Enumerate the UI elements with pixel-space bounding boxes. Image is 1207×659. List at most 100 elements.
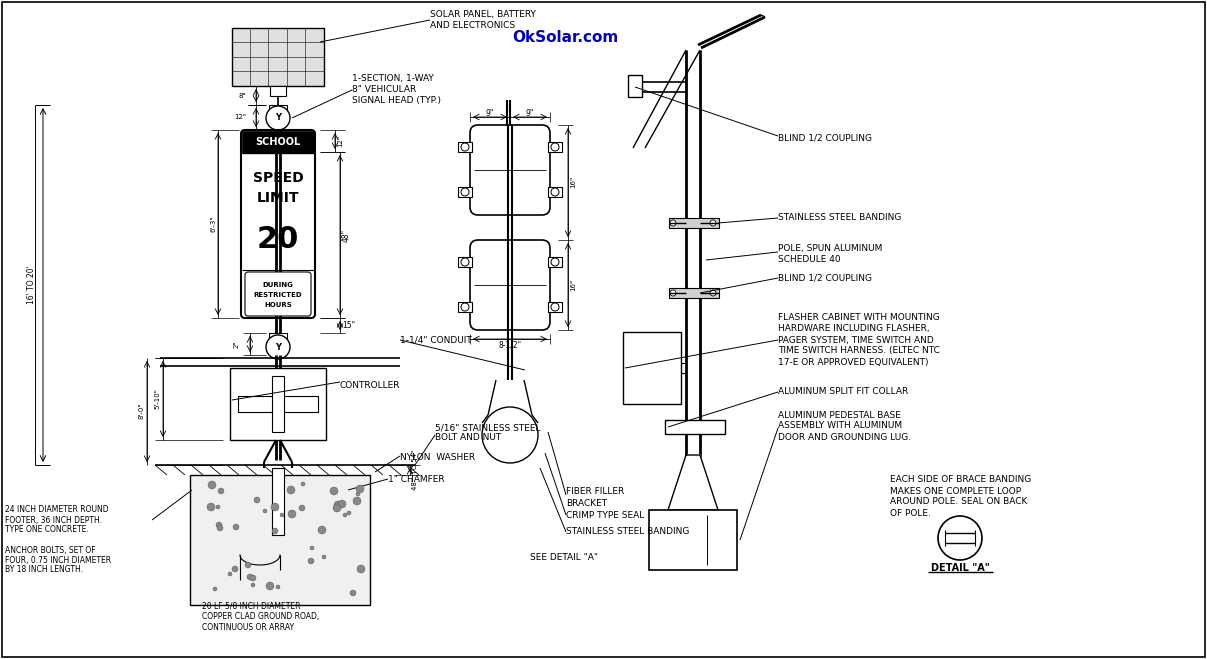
Circle shape [245, 562, 251, 568]
Circle shape [710, 220, 716, 226]
Text: 1" CHAMFER: 1" CHAMFER [387, 476, 444, 484]
Circle shape [461, 303, 470, 311]
Bar [669, 288, 719, 298]
Text: BOLT AND NUT: BOLT AND NUT [435, 434, 501, 442]
Text: MAKES ONE COMPLETE LOOP: MAKES ONE COMPLETE LOOP [890, 486, 1021, 496]
Text: ASSEMBLY WITH ALUMINUM: ASSEMBLY WITH ALUMINUM [779, 422, 902, 430]
Text: TIME SWITCH HARNESS. (ELTEC NTC: TIME SWITCH HARNESS. (ELTEC NTC [779, 347, 940, 355]
Bar [665, 420, 725, 434]
Circle shape [350, 590, 356, 596]
Text: 24 INCH DIAMETER ROUND: 24 INCH DIAMETER ROUND [5, 505, 109, 515]
Circle shape [333, 504, 342, 512]
Text: STAINLESS STEEL BANDING: STAINLESS STEEL BANDING [779, 214, 902, 223]
Circle shape [338, 500, 346, 508]
Circle shape [670, 220, 676, 226]
Circle shape [212, 587, 217, 591]
Text: OF POLE.: OF POLE. [890, 509, 931, 517]
FancyBboxPatch shape [245, 272, 311, 316]
Text: CONTINUOUS OR ARRAY: CONTINUOUS OR ARRAY [202, 623, 295, 633]
Text: FOOTER, 36 INCH DEPTH.: FOOTER, 36 INCH DEPTH. [5, 515, 103, 525]
Circle shape [232, 566, 238, 572]
FancyBboxPatch shape [241, 130, 315, 318]
Text: CRIMP TYPE SEAL: CRIMP TYPE SEAL [566, 511, 645, 521]
Text: 15": 15" [342, 320, 355, 330]
Circle shape [266, 582, 274, 590]
Circle shape [228, 572, 232, 576]
Bar [669, 218, 719, 228]
Circle shape [552, 143, 559, 151]
Text: POLE, SPUN ALUMINUM: POLE, SPUN ALUMINUM [779, 243, 882, 252]
Circle shape [346, 511, 351, 515]
Text: 16": 16" [570, 176, 576, 188]
Circle shape [217, 525, 223, 531]
Bar [269, 105, 287, 113]
Text: DETAIL "A": DETAIL "A" [931, 563, 990, 573]
Circle shape [352, 497, 361, 505]
Text: Y: Y [275, 113, 281, 123]
Text: 1-SECTION, 1-WAY: 1-SECTION, 1-WAY [352, 74, 433, 82]
FancyBboxPatch shape [470, 240, 550, 330]
Bar [548, 302, 562, 312]
Text: SCHOOL: SCHOOL [256, 137, 301, 147]
Bar [548, 142, 562, 152]
Text: 2": 2" [234, 340, 240, 348]
Text: OkSolar.com: OkSolar.com [512, 30, 618, 45]
Text: DOOR AND GROUNDING LUG.: DOOR AND GROUNDING LUG. [779, 432, 911, 442]
Circle shape [208, 481, 216, 489]
Bar [457, 187, 472, 197]
Bar [548, 187, 562, 197]
Circle shape [251, 583, 255, 587]
Text: LIMIT: LIMIT [257, 191, 299, 205]
Circle shape [461, 188, 470, 196]
Circle shape [266, 106, 290, 130]
Text: 8'-0": 8'-0" [138, 403, 144, 419]
Bar [457, 142, 472, 152]
Circle shape [272, 528, 278, 534]
Text: FOUR, 0.75 INCH DIAMETER: FOUR, 0.75 INCH DIAMETER [5, 556, 111, 565]
Circle shape [308, 558, 314, 564]
Text: 16' TO 20': 16' TO 20' [28, 266, 36, 304]
Circle shape [710, 290, 716, 296]
Circle shape [552, 188, 559, 196]
Circle shape [247, 574, 253, 580]
Circle shape [218, 488, 225, 494]
Circle shape [276, 585, 280, 589]
Circle shape [301, 482, 305, 486]
Text: HARDWARE INCLUDING FLASHER,: HARDWARE INCLUDING FLASHER, [779, 324, 929, 333]
Circle shape [938, 516, 982, 560]
Circle shape [280, 513, 284, 517]
Circle shape [263, 509, 267, 513]
Circle shape [272, 503, 279, 511]
Text: 20 LF 5/8 INCH DIAMETER: 20 LF 5/8 INCH DIAMETER [202, 602, 301, 610]
Text: 20: 20 [257, 225, 299, 254]
Circle shape [206, 503, 215, 511]
Text: FLASHER CABINET WITH MOUNTING: FLASHER CABINET WITH MOUNTING [779, 314, 940, 322]
Text: COPPER CLAD GROUND ROAD,: COPPER CLAD GROUND ROAD, [202, 612, 319, 621]
Circle shape [253, 497, 260, 503]
Text: 1-1/4" CONDUIT: 1-1/4" CONDUIT [400, 335, 472, 345]
Circle shape [357, 565, 365, 573]
Text: 9": 9" [526, 109, 535, 117]
Text: SEE DETAIL "A": SEE DETAIL "A" [530, 554, 597, 563]
Circle shape [552, 303, 559, 311]
Text: EACH SIDE OF BRACE BANDING: EACH SIDE OF BRACE BANDING [890, 476, 1031, 484]
Text: BLIND 1/2 COUPLING: BLIND 1/2 COUPLING [779, 134, 871, 142]
Text: NYLON  WASHER: NYLON WASHER [400, 453, 476, 463]
Text: 17-E OR APPROVED EQUIVALENT): 17-E OR APPROVED EQUIVALENT) [779, 357, 928, 366]
Text: BY 18 INCH LENGTH.: BY 18 INCH LENGTH. [5, 565, 83, 575]
Bar [232, 28, 323, 86]
Text: 12": 12" [234, 114, 246, 120]
Bar [623, 332, 681, 404]
Circle shape [670, 290, 676, 296]
FancyBboxPatch shape [470, 125, 550, 215]
Text: 8" VEHICULAR: 8" VEHICULAR [352, 84, 416, 94]
Text: 16": 16" [570, 279, 576, 291]
Text: AROUND POLE. SEAL ON BACK: AROUND POLE. SEAL ON BACK [890, 498, 1027, 507]
Text: HOURS: HOURS [264, 302, 292, 308]
Text: AND ELECTRONICS: AND ELECTRONICS [430, 20, 515, 30]
Bar [457, 302, 472, 312]
Circle shape [482, 407, 538, 463]
Circle shape [322, 555, 326, 559]
Circle shape [266, 335, 290, 359]
Circle shape [356, 485, 365, 493]
